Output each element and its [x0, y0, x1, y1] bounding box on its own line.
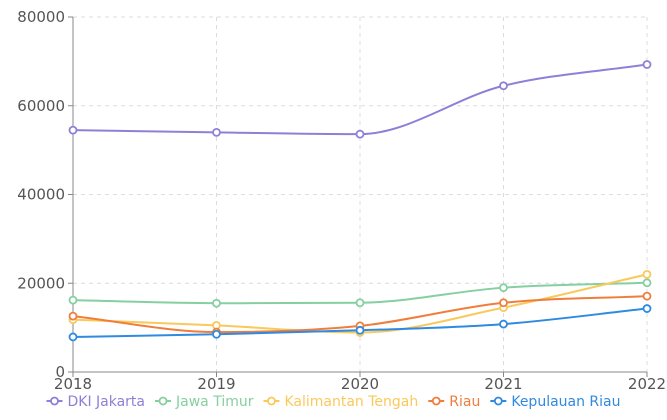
data-point-dki-jakarta[interactable]	[355, 129, 365, 139]
data-point-jawa-timur[interactable]	[68, 295, 78, 305]
data-point-dki-jakarta[interactable]	[212, 127, 221, 137]
legend-item-kepulauan-riau[interactable]: Kepulauan Riau	[490, 394, 621, 410]
data-point-jawa-timur[interactable]	[499, 283, 508, 293]
y-tick-label: 40000	[17, 186, 65, 204]
data-points	[68, 60, 652, 342]
data-point-dki-jakarta[interactable]	[499, 81, 508, 91]
data-point-dki-jakarta[interactable]	[642, 60, 652, 69]
data-point-kepulauan-riau[interactable]	[642, 304, 652, 313]
data-point-riau[interactable]	[68, 311, 78, 321]
legend-item-kalimantan-tengah[interactable]: Kalimantan Tengah	[263, 394, 418, 410]
legend-label: Kepulauan Riau	[511, 394, 620, 410]
data-point-jawa-timur[interactable]	[355, 298, 365, 308]
data-point-kepulauan-riau[interactable]	[499, 319, 508, 329]
y-tick-label: 60000	[17, 97, 65, 115]
data-point-kepulauan-riau[interactable]	[212, 329, 221, 339]
x-tick-label: 2021	[484, 375, 522, 393]
data-point-riau[interactable]	[499, 298, 508, 308]
data-point-kepulauan-riau[interactable]	[355, 325, 365, 335]
legend-point-marker	[50, 396, 59, 406]
legend-point-marker	[431, 396, 441, 406]
legend-point-marker	[493, 396, 503, 406]
data-point-riau[interactable]	[642, 291, 652, 301]
data-point-dki-jakarta[interactable]	[68, 125, 78, 135]
legend-label: Kalimantan Tengah	[284, 394, 418, 410]
grid	[73, 16, 648, 372]
legend-point-marker	[267, 396, 276, 406]
y-tick-label: 20000	[17, 274, 65, 292]
data-point-jawa-timur[interactable]	[212, 298, 221, 308]
x-tick-label: 2018	[54, 375, 92, 393]
y-tick-label: 0	[55, 363, 65, 381]
legend-item-dki-jakarta[interactable]: DKI Jakarta	[46, 394, 145, 410]
legend-point-marker	[158, 396, 168, 406]
legend-label: Riau	[449, 394, 480, 410]
legend: DKI Jakarta Jawa Timur Kalimantan Tengah Ri…	[46, 394, 621, 410]
legend-item-riau[interactable]: Riau	[428, 394, 480, 410]
data-point-jawa-timur[interactable]	[642, 278, 652, 288]
legend-label: Jawa Timur	[175, 394, 254, 410]
legend-item-jawa-timur[interactable]: Jawa Timur	[155, 394, 254, 410]
data-point-kalimantan-tengah[interactable]	[642, 269, 652, 279]
y-tick-label: 80000	[17, 8, 65, 26]
x-tick-label: 2020	[341, 375, 379, 393]
data-point-kepulauan-riau[interactable]	[68, 332, 78, 342]
legend-label: DKI Jakarta	[67, 394, 145, 410]
x-tick-label: 2022	[628, 375, 666, 393]
x-tick-label: 2019	[197, 375, 235, 393]
